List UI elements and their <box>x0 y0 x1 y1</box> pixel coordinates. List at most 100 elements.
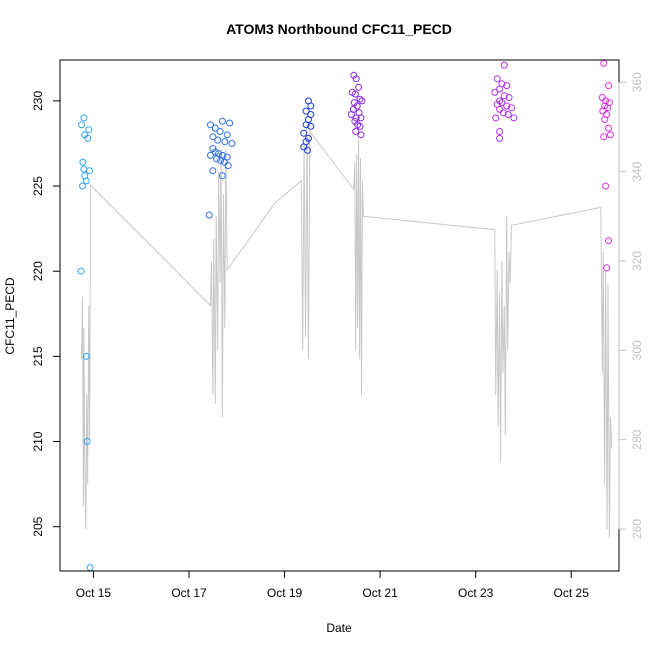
data-point <box>496 85 504 93</box>
data-point <box>503 82 511 90</box>
data-point <box>605 82 612 90</box>
data-point <box>85 126 93 134</box>
data-point <box>352 75 360 83</box>
data-point <box>300 129 308 137</box>
x-tick-label: Oct 19 <box>267 586 303 600</box>
data-point <box>492 114 500 122</box>
data-point <box>604 104 611 112</box>
data-point <box>606 131 614 139</box>
y-tick-label: 225 <box>31 176 45 196</box>
y2-tick-label: 360 <box>630 72 644 92</box>
line-series <box>81 126 613 538</box>
data-point <box>496 134 504 142</box>
data-point <box>79 182 86 190</box>
data-point <box>207 151 214 159</box>
data-point <box>601 116 609 124</box>
data-point <box>347 111 355 118</box>
data-point <box>221 138 229 146</box>
x-tick-label: Oct 21 <box>362 586 398 600</box>
data-point <box>77 267 85 275</box>
data-point <box>352 114 360 122</box>
data-point <box>356 95 364 103</box>
data-point <box>214 136 222 144</box>
y2-tick-label: 260 <box>630 519 644 539</box>
data-point <box>209 167 217 175</box>
data-point <box>605 237 612 245</box>
data-point <box>598 94 606 101</box>
data-point <box>211 148 219 156</box>
series-line <box>81 126 613 538</box>
x-tick-label: Oct 17 <box>171 586 207 600</box>
data-point <box>84 134 92 142</box>
data-point <box>216 128 224 135</box>
y2-tick-label: 320 <box>630 251 644 271</box>
data-point <box>302 107 310 115</box>
data-point <box>80 114 88 122</box>
y-axis-left: 205 210 215 220 225 230 <box>31 91 61 537</box>
data-point <box>223 131 231 139</box>
y2-tick-label: 280 <box>630 429 644 449</box>
y-tick-label: 210 <box>31 431 45 451</box>
y2-tick-label: 300 <box>630 340 644 360</box>
data-point <box>307 122 315 130</box>
data-point <box>505 94 513 101</box>
data-point <box>82 352 90 360</box>
data-point <box>355 83 363 91</box>
data-point <box>357 131 365 139</box>
data-point <box>79 158 87 166</box>
data-point <box>81 172 89 180</box>
data-point <box>218 172 226 180</box>
data-point <box>496 128 504 135</box>
data-point <box>218 117 226 125</box>
data-point <box>356 122 364 130</box>
data-point <box>80 165 88 173</box>
data-point <box>82 177 90 185</box>
x-tick-label: Oct 15 <box>76 586 112 600</box>
data-point <box>220 158 228 166</box>
data-point <box>358 97 366 105</box>
y-tick-label: 215 <box>31 346 45 366</box>
data-point <box>207 121 214 129</box>
data-point <box>510 114 518 122</box>
data-point <box>603 264 611 272</box>
data-point <box>602 182 610 190</box>
data-point <box>351 90 359 98</box>
data-point <box>209 133 217 141</box>
data-point <box>307 102 315 110</box>
data-point <box>600 133 608 141</box>
x-tick-label: Oct 25 <box>554 586 590 600</box>
data-point <box>491 88 499 96</box>
data-point <box>503 102 511 110</box>
data-point <box>211 124 219 132</box>
y-tick-label: 230 <box>31 91 45 111</box>
y-axis-right: 260 280 300 320 340 360 <box>618 72 644 539</box>
x-axis-label: Date <box>326 621 352 635</box>
data-point <box>357 114 365 122</box>
chart-title: ATOM3 Northbound CFC11_PECD <box>226 21 452 37</box>
plot-area <box>59 59 620 572</box>
data-point <box>498 99 506 107</box>
data-point <box>86 167 94 175</box>
data-point <box>217 157 224 164</box>
data-point <box>352 128 360 135</box>
data-point <box>496 105 504 113</box>
data-point <box>493 75 501 83</box>
data-point <box>226 119 234 127</box>
data-point <box>504 111 512 118</box>
point-series <box>77 59 614 572</box>
data-point <box>86 564 94 572</box>
x-axis: Oct 15 Oct 17 Oct 19 Oct 21 Oct 23 Oct 25 <box>76 570 590 600</box>
data-point <box>602 97 610 105</box>
y-tick-label: 220 <box>31 261 45 281</box>
data-point <box>205 211 213 219</box>
data-point <box>499 109 507 117</box>
data-point <box>302 121 310 129</box>
data-point <box>213 155 221 163</box>
data-point <box>500 61 508 69</box>
y-tick-label: 205 <box>31 516 45 536</box>
data-point <box>224 162 232 170</box>
data-point <box>78 121 85 129</box>
data-point <box>600 59 608 67</box>
y2-tick-label: 340 <box>630 161 644 181</box>
